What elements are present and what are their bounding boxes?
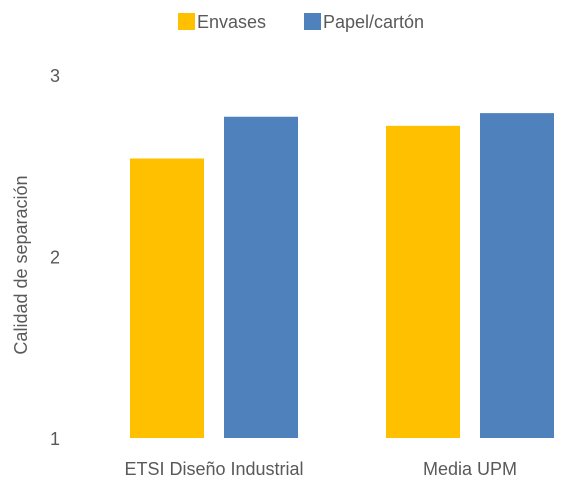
bar-papel-cart-n-2 [480,113,554,439]
y-axis-ticks: 1 2 3 [50,66,60,449]
y-tick-label: 3 [50,66,60,86]
legend: Envases Papel/cartón [178,12,424,32]
x-axis-ticks: ETSI Diseño Industrial Media UPM [124,459,517,479]
x-tick-label: ETSI Diseño Industrial [124,459,303,479]
bar-papel-cart-n-1 [224,116,298,439]
plot-area [130,113,554,439]
legend-label: Papel/cartón [323,12,424,32]
legend-label: Envases [197,12,266,32]
legend-swatch [178,13,195,30]
legend-swatch [304,13,321,30]
y-axis-label: Calidad de separación [11,175,31,354]
bar-envases-2 [386,125,460,438]
bar-envases-1 [130,158,204,439]
x-tick-label: Media UPM [423,459,517,479]
y-tick-label: 2 [50,248,60,268]
y-tick-label: 1 [50,429,60,449]
